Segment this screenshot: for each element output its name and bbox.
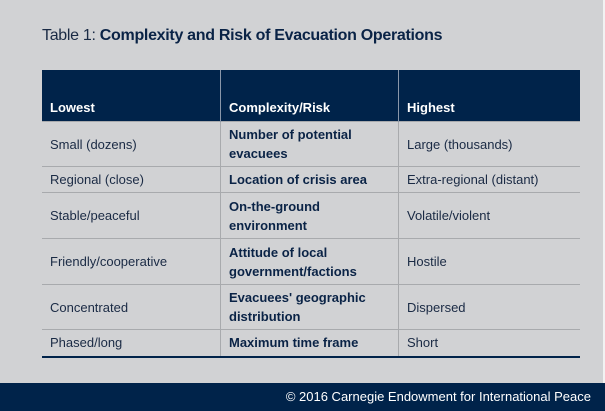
page-edge	[603, 0, 605, 411]
header-lowest: Lowest	[42, 70, 221, 122]
cell-factor: On-the-ground environment	[220, 192, 399, 239]
footer-bar: © 2016 Carnegie Endowment for Internatio…	[0, 383, 605, 411]
header-complexity: Complexity/Risk	[220, 70, 399, 122]
table-title: Table 1: Complexity and Risk of Evacuati…	[42, 27, 443, 45]
cell-lowest: Concentrated	[42, 284, 221, 330]
copyright-text: © 2016 Carnegie Endowment for Internatio…	[285, 389, 591, 404]
cell-highest: Volatile/violent	[398, 192, 580, 239]
cell-factor: Maximum time frame	[220, 329, 399, 357]
table-row: Friendly/cooperative Attitude of local go…	[42, 238, 580, 285]
cell-lowest: Regional (close)	[42, 166, 221, 193]
title-prefix: Table 1:	[42, 27, 100, 44]
header-highest: Highest	[398, 70, 580, 122]
table-row: Concentrated Evacuees' geographic distrib…	[42, 284, 580, 330]
table-row: Regional (close) Location of crisis area E…	[42, 166, 580, 193]
table-row: Phased/long Maximum time frame Short	[42, 329, 580, 357]
cell-highest: Large (thousands)	[398, 121, 580, 167]
cell-factor: Attitude of local government/factions	[220, 238, 399, 285]
cell-factor: Number of potential evacuees	[220, 121, 399, 167]
cell-factor: Evacuees' geographic distribution	[220, 284, 399, 330]
cell-lowest: Small (dozens)	[42, 121, 221, 167]
header-row: Lowest Complexity/Risk Highest	[42, 70, 580, 122]
cell-highest: Extra-regional (distant)	[398, 166, 580, 193]
evacuation-table: Lowest Complexity/Risk Highest Small (do…	[42, 70, 580, 358]
cell-highest: Hostile	[398, 238, 580, 285]
table-row: Small (dozens) Number of potential evacue…	[42, 121, 580, 167]
table-row: Stable/peaceful On-the-ground environment…	[42, 192, 580, 239]
cell-lowest: Phased/long	[42, 329, 221, 357]
cell-highest: Dispersed	[398, 284, 580, 330]
cell-lowest: Stable/peaceful	[42, 192, 221, 239]
cell-highest: Short	[398, 329, 580, 357]
title-main: Complexity and Risk of Evacuation Operat…	[99, 27, 443, 44]
cell-factor: Location of crisis area	[220, 166, 399, 193]
cell-lowest: Friendly/cooperative	[42, 238, 221, 285]
